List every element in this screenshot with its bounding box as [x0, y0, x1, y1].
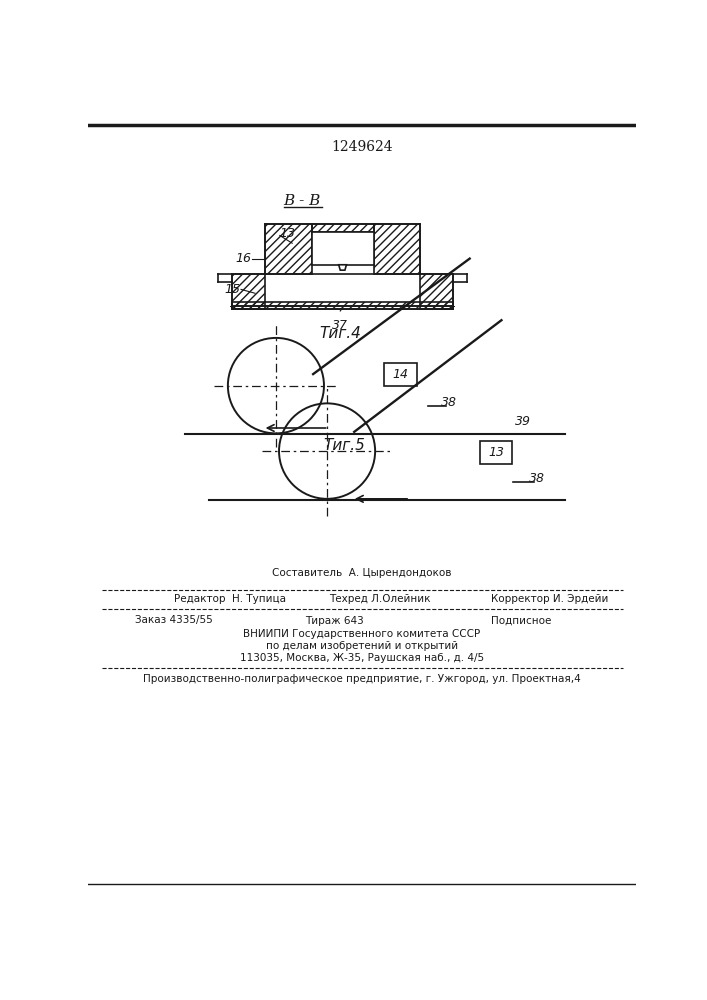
Text: 13: 13: [280, 227, 296, 240]
Text: ВНИИПИ Государственного комитета СССР: ВНИИПИ Государственного комитета СССР: [243, 629, 481, 639]
Text: 1249624: 1249624: [331, 140, 393, 154]
Text: Τиг.5: Τиг.5: [323, 438, 365, 453]
Bar: [312, 224, 373, 232]
Polygon shape: [339, 265, 346, 270]
Bar: [480, 441, 513, 464]
Text: 16: 16: [235, 252, 251, 265]
Text: 15: 15: [224, 283, 240, 296]
Text: Тираж 643: Тираж 643: [305, 615, 364, 626]
Bar: [232, 302, 452, 309]
Text: 39: 39: [515, 415, 531, 428]
Text: 38: 38: [441, 396, 457, 409]
Bar: [385, 363, 417, 386]
Text: по делам изобретений и открытий: по делам изобретений и открытий: [266, 641, 458, 651]
Text: Редактор  Н. Тупица: Редактор Н. Тупица: [174, 594, 286, 604]
Text: Корректор И. Эрдейи: Корректор И. Эрдейи: [491, 594, 609, 604]
Text: 13: 13: [488, 446, 504, 459]
Text: Техред Л.Олейник: Техред Л.Олейник: [329, 594, 430, 604]
Text: 37: 37: [332, 319, 349, 332]
Text: Составитель  А. Цырендондоков: Составитель А. Цырендондоков: [272, 568, 452, 578]
Text: B - B: B - B: [283, 194, 320, 208]
Text: Производственно-полиграфическое предприятие, г. Ужгород, ул. Проектная,4: Производственно-полиграфическое предприя…: [143, 674, 581, 684]
Bar: [312, 232, 373, 265]
Text: 14: 14: [392, 368, 409, 381]
Text: Τиг.4: Τиг.4: [320, 326, 361, 341]
Text: Заказ 4335/55: Заказ 4335/55: [135, 615, 213, 626]
Bar: [420, 274, 452, 309]
Bar: [373, 224, 420, 274]
Bar: [232, 274, 265, 309]
Text: 113035, Москва, Ж-35, Раушская наб., д. 4/5: 113035, Москва, Ж-35, Раушская наб., д. …: [240, 653, 484, 663]
Text: 38: 38: [529, 472, 544, 485]
Text: Подписное: Подписное: [491, 615, 551, 626]
Bar: [265, 224, 312, 274]
